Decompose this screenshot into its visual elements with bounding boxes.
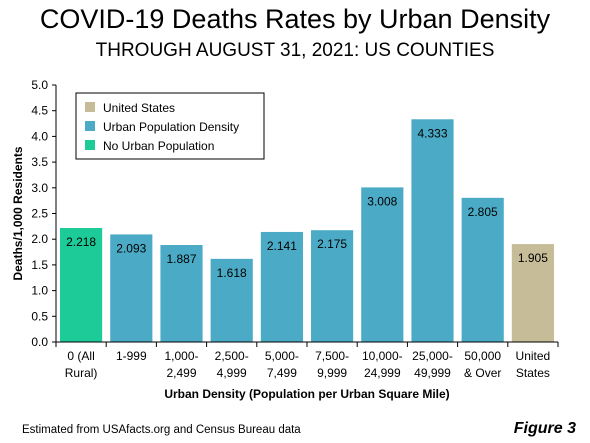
bar: [311, 230, 354, 342]
x-tick-label: 24,999: [364, 366, 401, 380]
x-tick-label: 7,499: [267, 366, 297, 380]
y-axis-title: Deaths/1,000 Residents: [11, 146, 25, 280]
legend-swatch: [85, 102, 95, 112]
bar: [210, 258, 253, 342]
y-tick-label: 0.5: [31, 309, 48, 323]
bar-value-label: 1.905: [518, 251, 548, 265]
y-tick-label: 1.5: [31, 258, 48, 272]
bar-value-label: 3.008: [367, 194, 397, 208]
bar: [110, 234, 153, 342]
legend-label: Urban Population Density: [103, 120, 239, 134]
bar: [461, 197, 504, 342]
bar-chart: 0.0 0.5 1.0 1.5 2.0 2.5 3.0 3.5 4.0 4.5 5.0 2.218 2.…: [11, 78, 559, 401]
bar-value-label: 2.093: [116, 241, 146, 255]
bar: [511, 244, 554, 342]
y-tick-label: 2.0: [31, 232, 48, 246]
x-tick-label: United: [516, 349, 551, 363]
x-tick-label: 4,999: [217, 366, 247, 380]
x-tick-label: 25,000-: [412, 349, 453, 363]
bar: [260, 231, 303, 342]
source-note: Estimated from USAfacts.org and Census B…: [22, 424, 301, 436]
x-tick-label: 1-999: [116, 349, 147, 363]
bar: [411, 119, 454, 342]
x-tick-label: 50,000: [464, 349, 501, 363]
bar-value-label: 4.333: [417, 126, 447, 140]
bar: [160, 245, 203, 342]
legend-label: United States: [103, 101, 175, 115]
x-tick-label: 2,499: [166, 366, 196, 380]
y-tick-label: 3.0: [31, 181, 48, 195]
bar: [361, 187, 404, 342]
x-tick-label: 0 (All: [67, 349, 94, 363]
legend-swatch: [85, 140, 95, 150]
legend-label: No Urban Population: [103, 139, 214, 153]
y-tick-label: 0.0: [31, 335, 48, 349]
y-tick-label: 3.5: [31, 155, 48, 169]
x-tick-label: 10,000-: [362, 349, 403, 363]
bar-value-label: 2.218: [66, 235, 96, 249]
x-tick-label: Rural): [65, 366, 98, 380]
bar-value-label: 1.887: [166, 252, 196, 266]
x-tick-label: 7,500-: [315, 349, 349, 363]
y-tick-label: 4.5: [31, 104, 48, 118]
legend-box: [75, 92, 265, 160]
x-axis-title: Urban Density (Population per Urban Squa…: [164, 387, 449, 401]
y-tick-label: 2.5: [31, 207, 48, 221]
x-tick-label: 49,999: [414, 366, 451, 380]
chart-subtitle: THROUGH AUGUST 31, 2021: US COUNTIES: [95, 40, 495, 61]
figure-label: Figure 3: [513, 420, 576, 437]
y-tick-label: 1.0: [31, 284, 48, 298]
legend-swatch: [85, 121, 95, 131]
y-tick-label: 5.0: [31, 78, 48, 92]
x-tick-label: States: [516, 366, 550, 380]
bar-value-label: 2.141: [267, 239, 297, 253]
x-tick-label: 1,000-: [164, 349, 198, 363]
bar-value-label: 2.175: [317, 237, 347, 251]
x-tick-label: & Over: [464, 366, 501, 380]
y-tick-label: 4.0: [31, 129, 48, 143]
bar-value-label: 1.618: [217, 266, 247, 280]
x-tick-label: 2,500-: [215, 349, 249, 363]
bar-value-label: 2.805: [468, 205, 498, 219]
chart-title: COVID-19 Deaths Rates by Urban Density: [39, 4, 551, 34]
x-tick-label: 5,000-: [265, 349, 299, 363]
bar: [60, 227, 103, 342]
x-tick-label: 9,999: [317, 366, 347, 380]
